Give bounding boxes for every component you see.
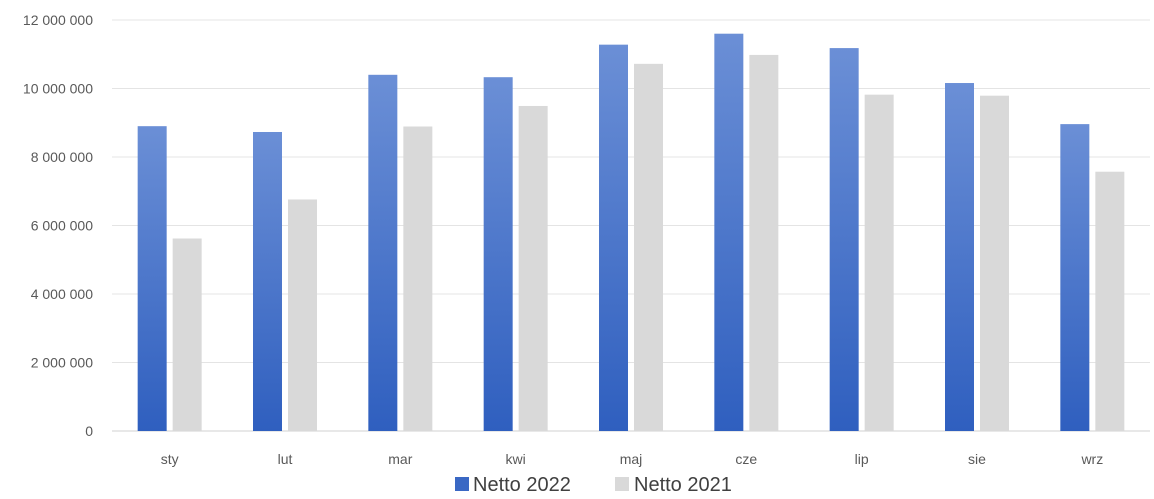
bar-netto-2021-wrz xyxy=(1095,171,1125,432)
bar-netto-2021-kwi xyxy=(518,105,548,431)
y-tick-label: 12 000 000 xyxy=(23,12,93,28)
bar-netto-2022-lip xyxy=(829,48,859,432)
bar-netto-2022-sie xyxy=(945,83,974,432)
gridlines xyxy=(112,19,1150,432)
legend-label: Netto 2021 xyxy=(634,474,732,494)
x-tick-label: kwi xyxy=(506,451,526,467)
x-tick-label: mar xyxy=(388,451,412,467)
x-tick-label: lip xyxy=(855,451,869,467)
bar-netto-2021-lip xyxy=(864,94,894,431)
x-tick-label: cze xyxy=(735,451,757,467)
legend-swatch xyxy=(455,477,469,491)
y-tick-label: 8 000 000 xyxy=(31,149,93,165)
x-tick-label: maj xyxy=(620,451,643,467)
bar-netto-2022-cze xyxy=(714,33,744,431)
bar-netto-2022-maj xyxy=(599,44,628,431)
bars xyxy=(137,33,1125,432)
y-tick-label: 2 000 000 xyxy=(31,355,93,371)
y-tick-label: 4 000 000 xyxy=(31,286,93,302)
legend-swatch xyxy=(615,477,629,491)
legend: Netto 2022 Netto 2021 xyxy=(455,474,732,496)
bar-netto-2021-lut xyxy=(288,199,317,431)
y-tick-label: 0 xyxy=(85,423,93,439)
bar-netto-2021-maj xyxy=(634,63,663,432)
x-tick-label: wrz xyxy=(1080,451,1103,467)
bar-netto-2021-cze xyxy=(749,54,779,432)
y-axis-ticks: 0 2 000 000 4 000 000 6 000 000 8 000 000 10 … xyxy=(23,12,93,439)
bar-netto-2022-lut xyxy=(253,131,282,431)
x-axis-ticks: sty lut mar kwi maj cze lip sie wrz xyxy=(161,451,1104,467)
bar-netto-2022-sty xyxy=(137,126,167,432)
x-tick-label: sty xyxy=(161,451,179,467)
bar-netto-2021-mar xyxy=(403,126,433,431)
bar-netto-2021-sie xyxy=(980,95,1009,431)
bar-netto-2021-sty xyxy=(172,238,202,431)
bar-netto-2022-wrz xyxy=(1060,124,1090,432)
x-tick-label: lut xyxy=(278,451,293,467)
x-tick-label: sie xyxy=(968,451,986,467)
y-tick-label: 6 000 000 xyxy=(31,218,93,234)
bar-netto-2022-mar xyxy=(368,74,398,432)
legend-label: Netto 2022 xyxy=(473,474,571,494)
bar-netto-2022-kwi xyxy=(483,77,513,431)
y-tick-label: 10 000 000 xyxy=(23,81,93,97)
